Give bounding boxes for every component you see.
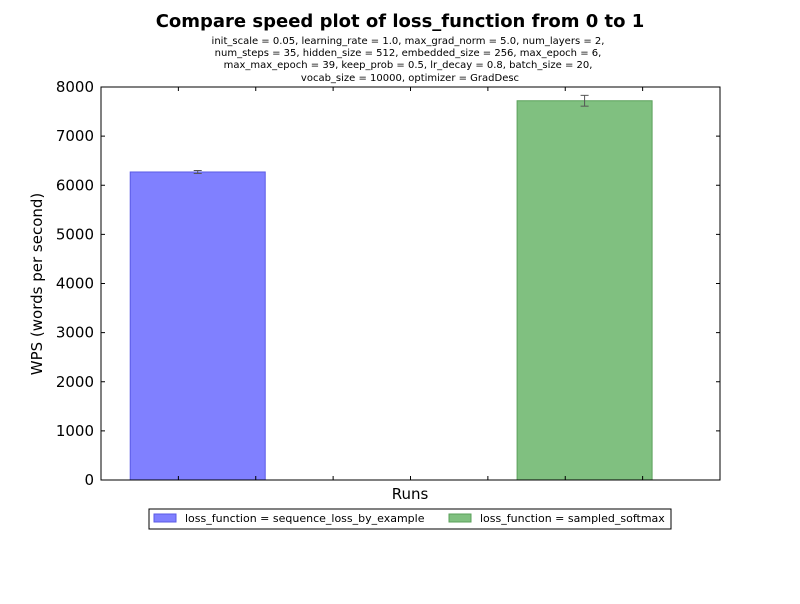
y-tick-label: 8000 (56, 78, 94, 96)
x-axis-label: Runs (392, 485, 429, 503)
error-bars-group (193, 94, 589, 174)
legend-label-sequence-loss: loss_function = sequence_loss_by_example (185, 512, 425, 525)
y-tick-label: 0 (84, 471, 94, 489)
legend: loss_function = sequence_loss_by_example… (148, 508, 672, 530)
y-tick-label: 6000 (56, 176, 94, 194)
chart-title: Compare speed plot of loss_function from… (156, 11, 645, 32)
y-axis: 0 1000 2000 3000 4000 5000 6000 7000 8000 (56, 78, 720, 489)
chart-subtitle-line-3: max_max_epoch = 39, keep_prob = 0.5, lr_… (224, 60, 593, 71)
legend-swatch-sampled-softmax (448, 513, 472, 523)
chart-subtitle-line-2: num_steps = 35, hidden_size = 512, embed… (215, 48, 602, 59)
bar-sequence-loss (129, 171, 266, 481)
y-tick-label: 5000 (56, 225, 94, 243)
x-axis-ticks (177, 87, 644, 480)
y-tick-label: 4000 (56, 275, 94, 293)
y-tick-label: 7000 (56, 127, 94, 145)
legend-swatch-sequence-loss (153, 513, 177, 523)
bar-sampled-softmax (516, 100, 653, 481)
y-axis-label: WPS (words per second) (28, 193, 46, 376)
chart-subtitle-line-4: vocab_size = 10000, optimizer = GradDesc (301, 73, 519, 84)
y-tick-label: 1000 (56, 422, 94, 440)
y-tick-label: 3000 (56, 324, 94, 342)
y-tick-label: 2000 (56, 373, 94, 391)
bars-group (129, 100, 653, 481)
chart-subtitle-line-1: init_scale = 0.05, learning_rate = 1.0, … (212, 36, 605, 47)
legend-frame (148, 508, 672, 530)
legend-label-sampled-softmax: loss_function = sampled_softmax (480, 512, 665, 525)
